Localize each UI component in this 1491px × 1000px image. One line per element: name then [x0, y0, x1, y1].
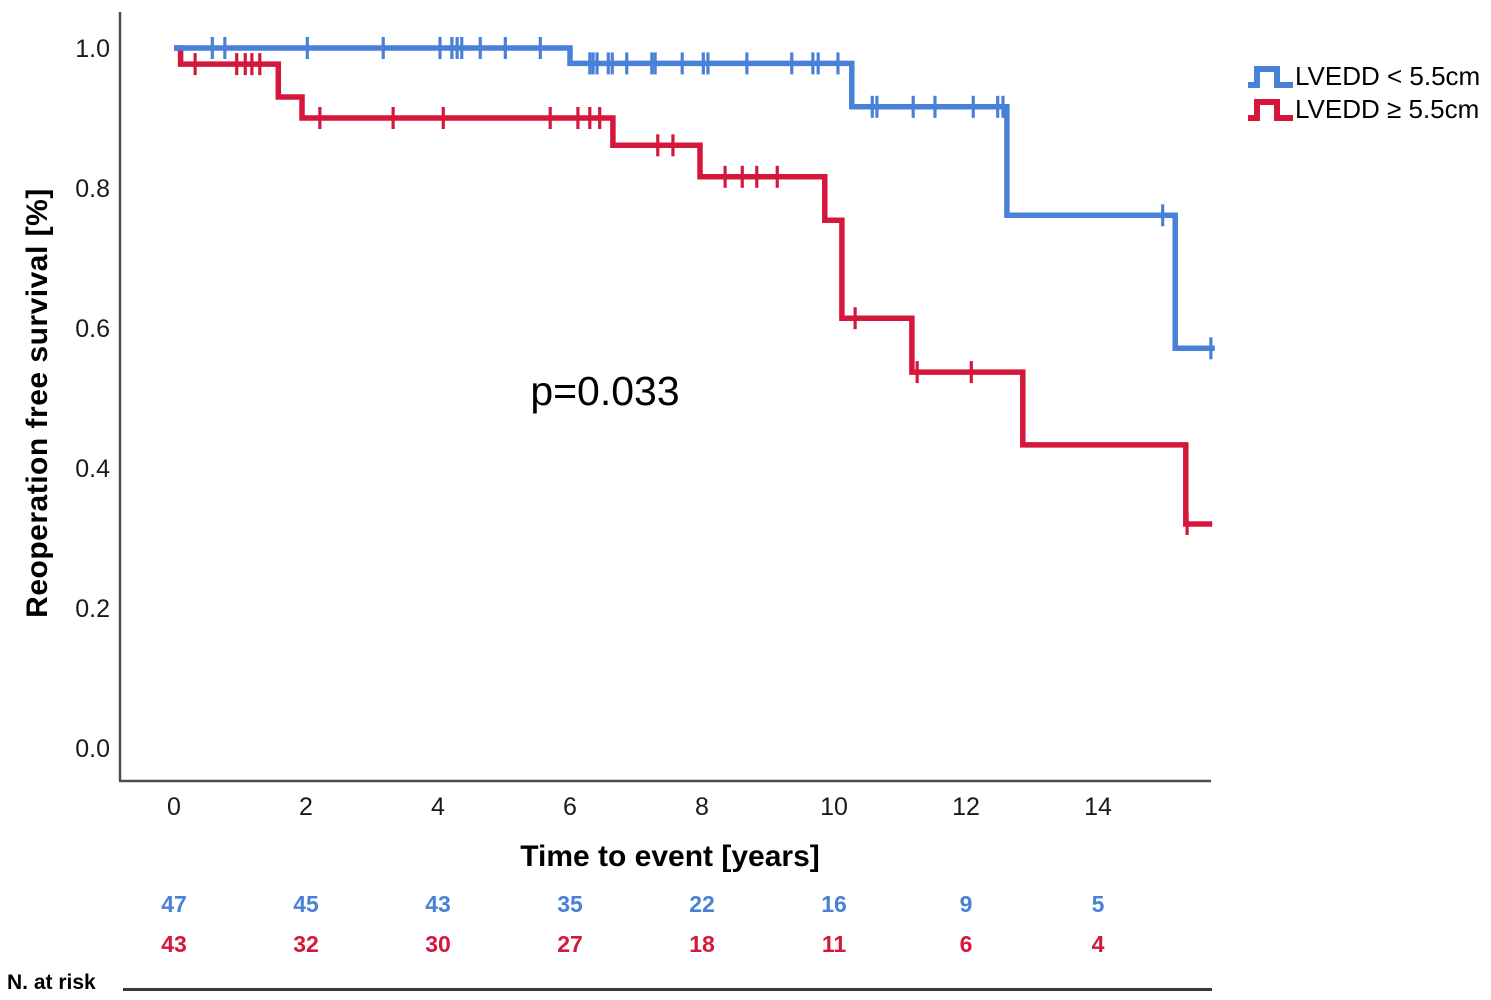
at-risk-count: 18 [689, 931, 715, 957]
x-tick-label: 4 [431, 793, 445, 821]
y-tick-label: 0.6 [75, 315, 110, 343]
at-risk-count: 22 [689, 891, 715, 917]
at-risk-count: 4 [1091, 931, 1105, 957]
at-risk-count: 43 [425, 891, 451, 917]
legend: LVEDD < 5.5cm LVEDD ≥ 5.5cm [1247, 60, 1480, 126]
x-tick-label: 10 [820, 793, 848, 821]
x-tick-label: 12 [952, 793, 980, 821]
x-tick-label: 2 [299, 793, 313, 821]
at-risk-count: 43 [161, 931, 187, 957]
legend-item-lvedd-lt: LVEDD < 5.5cm [1247, 60, 1480, 93]
at-risk-count: 16 [821, 891, 847, 917]
x-tick-label: 8 [695, 793, 709, 821]
at-risk-count: 32 [293, 931, 319, 957]
at-risk-count: 35 [557, 891, 583, 917]
p-value-annotation: p=0.033 [530, 368, 680, 414]
at-risk-count: 47 [161, 891, 187, 917]
legend-item-lvedd-ge: LVEDD ≥ 5.5cm [1247, 93, 1480, 126]
y-tick-label: 1.0 [75, 35, 110, 63]
at-risk-count: 27 [557, 931, 583, 957]
at-risk-count: 30 [425, 931, 451, 957]
at-risk-count: 11 [821, 931, 847, 957]
x-tick-label: 0 [167, 793, 181, 821]
at-risk-count: 5 [1091, 891, 1105, 917]
bottom-divider-line [123, 988, 1212, 991]
blue-step-line-icon [1248, 65, 1293, 88]
x-tick-label: 14 [1084, 793, 1112, 821]
x-tick-label: 6 [563, 793, 577, 821]
at-risk-count: 45 [293, 891, 319, 917]
x-axis-title: Time to event [years] [520, 840, 820, 873]
n-at-risk-label: N. at risk [7, 971, 96, 994]
km-curve-1 [174, 45, 1215, 352]
y-tick-label: 0.0 [75, 735, 110, 763]
legend-label-lvedd-ge: LVEDD ≥ 5.5cm [1295, 94, 1480, 124]
red-step-line-icon [1248, 98, 1293, 121]
y-tick-label: 0.8 [75, 175, 110, 203]
at-risk-count: 9 [959, 891, 973, 917]
legend-label-lvedd-lt: LVEDD < 5.5cm [1295, 61, 1481, 91]
y-tick-label: 0.4 [75, 455, 110, 483]
y-tick-label: 0.2 [75, 595, 110, 623]
at-risk-count: 6 [959, 931, 973, 957]
km-curve-0 [174, 45, 1213, 527]
